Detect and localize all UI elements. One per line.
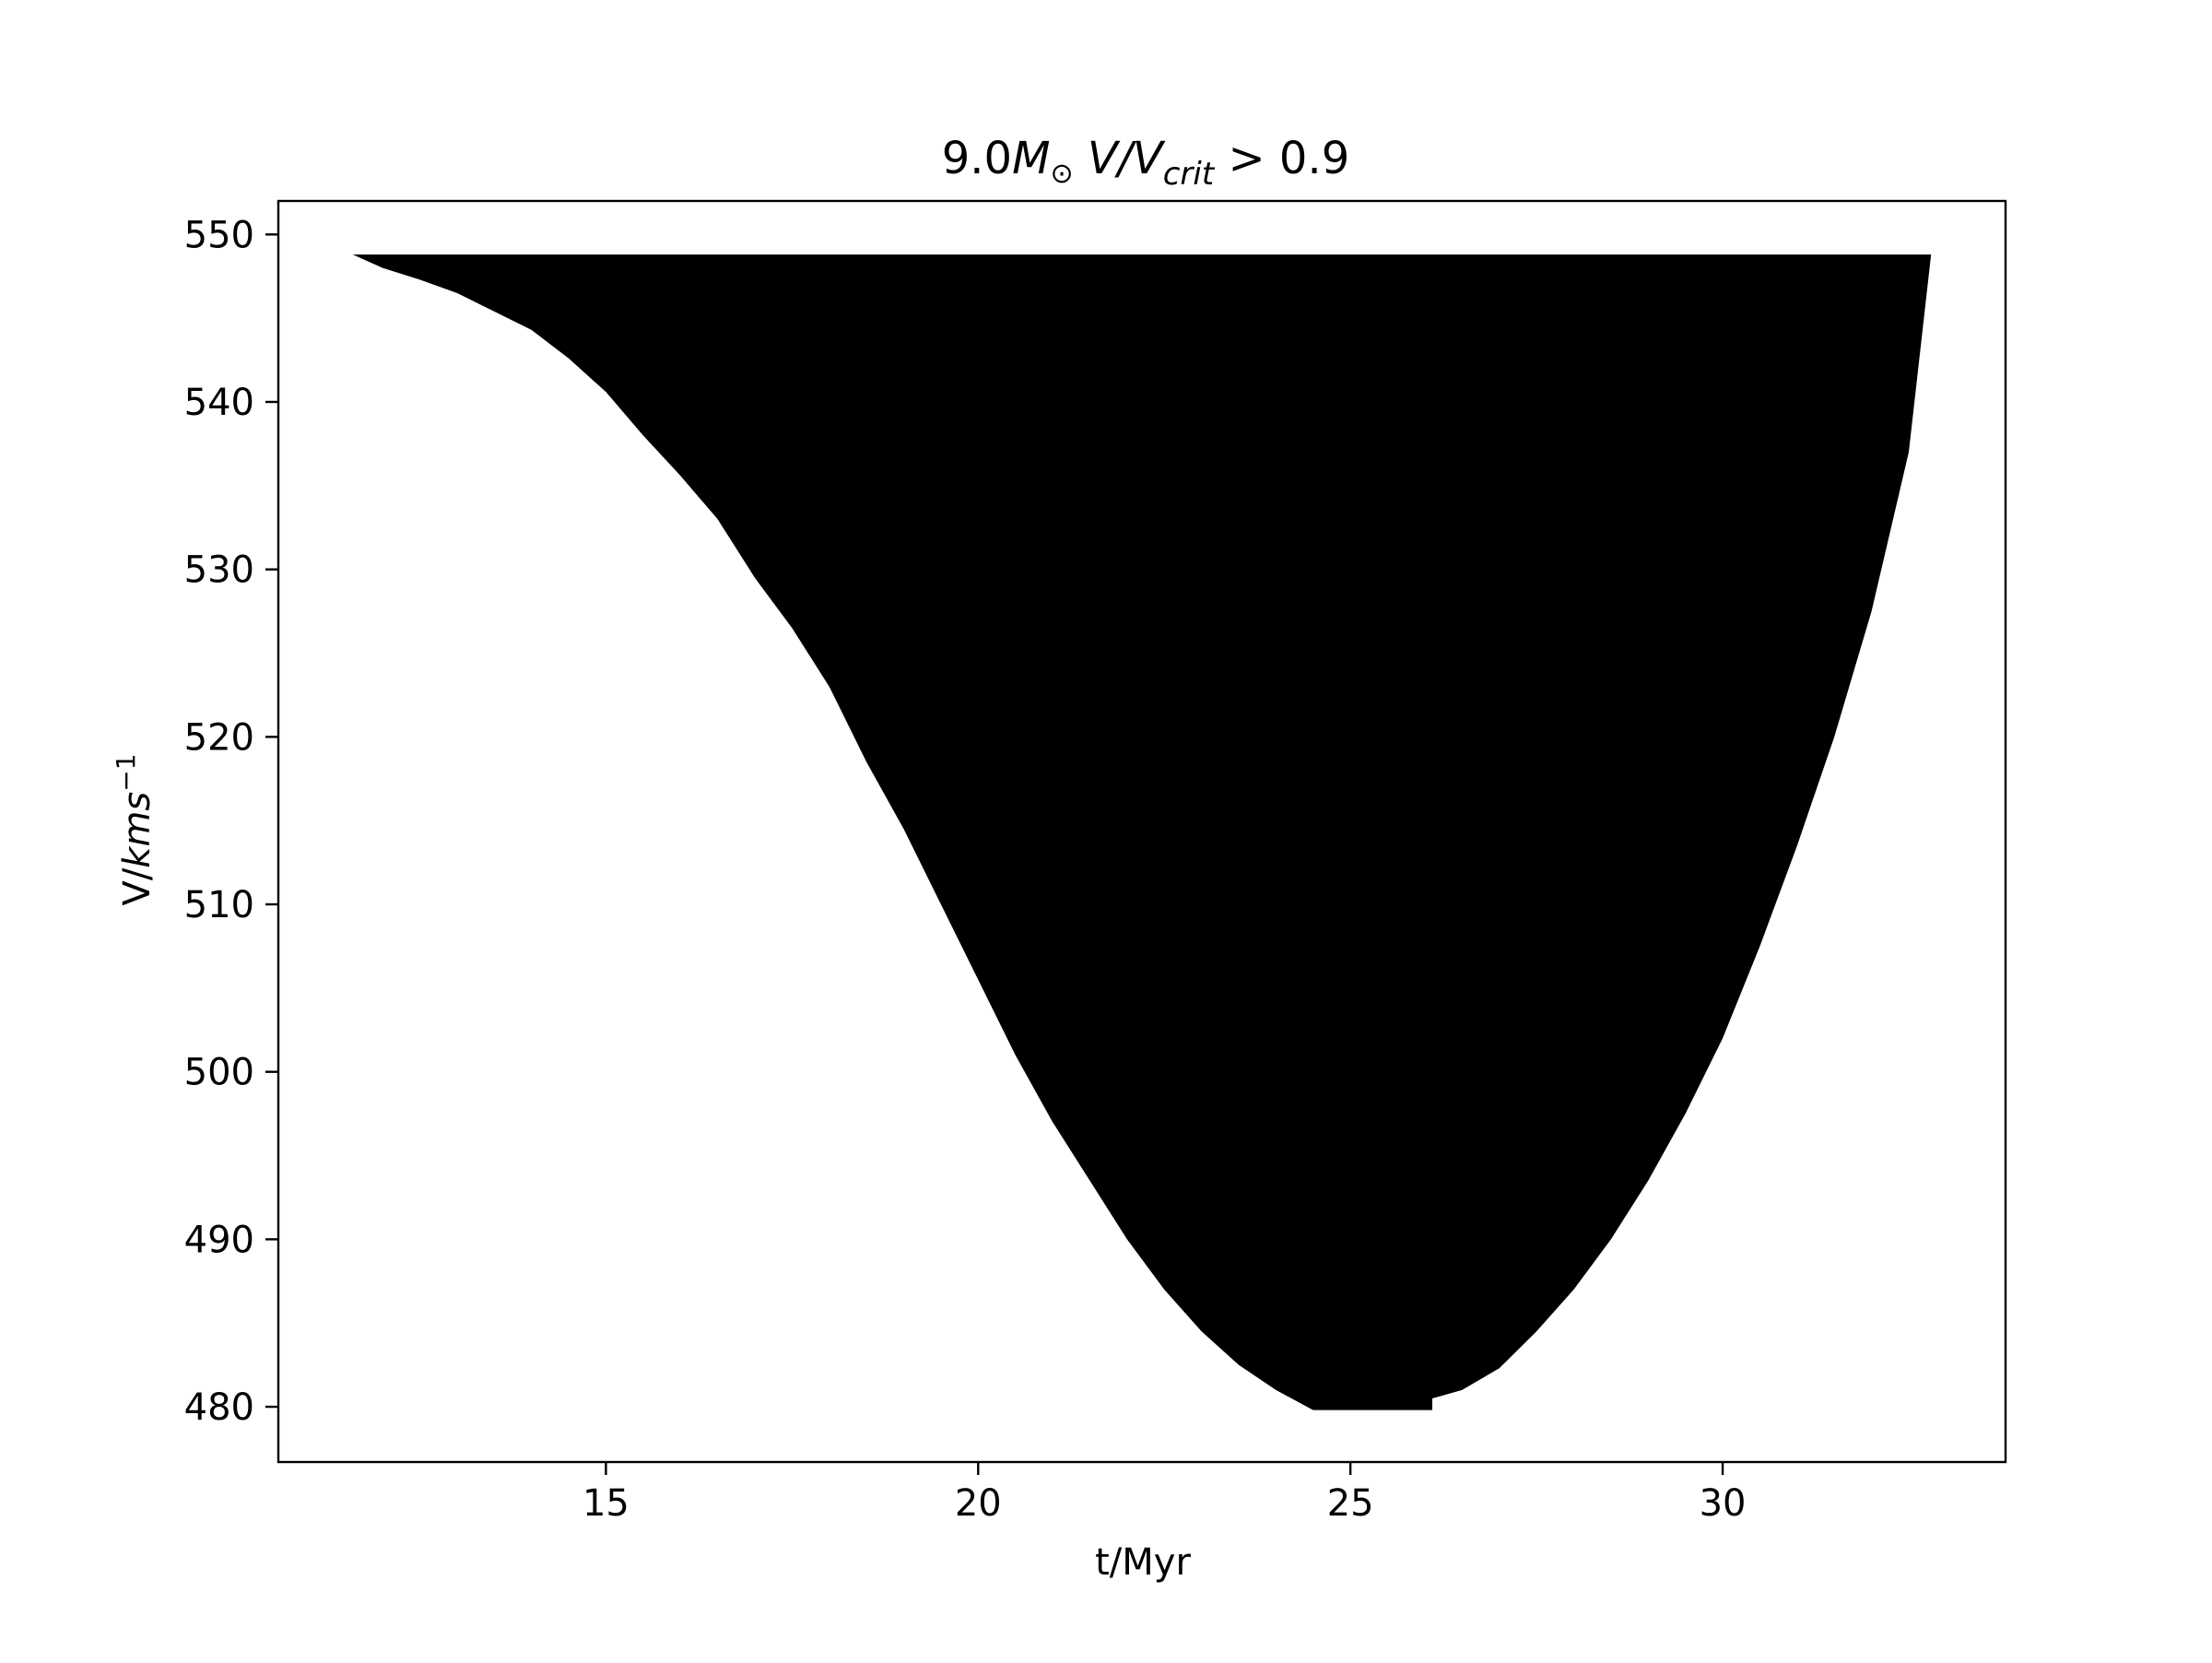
x-tick-label: 30 bbox=[1700, 1482, 1747, 1525]
x-axis-label: t/Myr bbox=[1095, 1541, 1191, 1584]
y-tick-label: 500 bbox=[184, 1052, 254, 1094]
y-tick-label: 510 bbox=[184, 884, 254, 926]
y-label-prefix: V/ bbox=[116, 867, 159, 905]
y-axis-ticks: 480 490 500 510 520 530 540 550 bbox=[184, 214, 278, 1429]
x-tick-label: 15 bbox=[582, 1482, 629, 1525]
critical-rotation-region bbox=[352, 254, 1932, 1410]
y-label-units: kms bbox=[116, 792, 159, 868]
x-tick-label: 20 bbox=[955, 1482, 1002, 1525]
y-tick-label: 480 bbox=[184, 1386, 254, 1429]
y-label-exponent: −1 bbox=[111, 753, 141, 791]
title-sun-symbol: ⊙ bbox=[1050, 158, 1073, 190]
title-ratio: V/V bbox=[1088, 133, 1166, 184]
title-mass: 9.0 bbox=[942, 133, 1012, 184]
x-axis-ticks: 15 20 25 30 bbox=[582, 1462, 1747, 1525]
y-tick-label: 540 bbox=[184, 382, 254, 424]
y-tick-label: 520 bbox=[184, 716, 254, 759]
plot-frame bbox=[276, 199, 2007, 1464]
title-mass-symbol: M bbox=[1012, 133, 1050, 184]
title-ratio-sub: crit bbox=[1163, 156, 1216, 193]
y-axis-label: V/kms−1 bbox=[111, 753, 159, 905]
y-tick-label: 490 bbox=[184, 1219, 254, 1261]
title-condition: > 0.9 bbox=[1228, 133, 1349, 184]
y-tick-label: 530 bbox=[184, 549, 254, 592]
x-tick-label: 25 bbox=[1327, 1482, 1374, 1525]
chart-title: 9.0M⊙ V/Vcrit > 0.9 bbox=[942, 133, 1350, 193]
y-tick-label: 550 bbox=[184, 214, 254, 256]
